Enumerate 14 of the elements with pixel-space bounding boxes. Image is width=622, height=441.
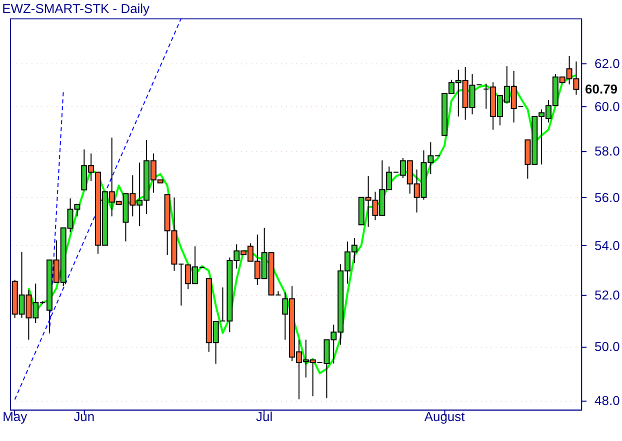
- x-tick-label: Jul: [256, 409, 273, 424]
- y-tick-label: 48.0: [594, 392, 620, 408]
- y-tick-label: 54.0: [594, 238, 620, 253]
- y-tick-label: 62.0: [594, 56, 620, 71]
- y-tick-label: 60.0: [594, 99, 620, 114]
- y-tick-label: 58.0: [594, 144, 620, 159]
- x-tick-label: May: [2, 409, 28, 424]
- y-tick-label: 56.0: [594, 190, 620, 205]
- x-tick-label: Jun: [74, 409, 95, 424]
- text: 60.79: [585, 81, 618, 96]
- y-tick-label: 52.0: [594, 287, 620, 302]
- y-tick-label: 50.0: [594, 339, 620, 354]
- x-tick-label: August: [424, 409, 466, 424]
- chart-title: EWZ-SMART-STK - Daily: [2, 0, 150, 16]
